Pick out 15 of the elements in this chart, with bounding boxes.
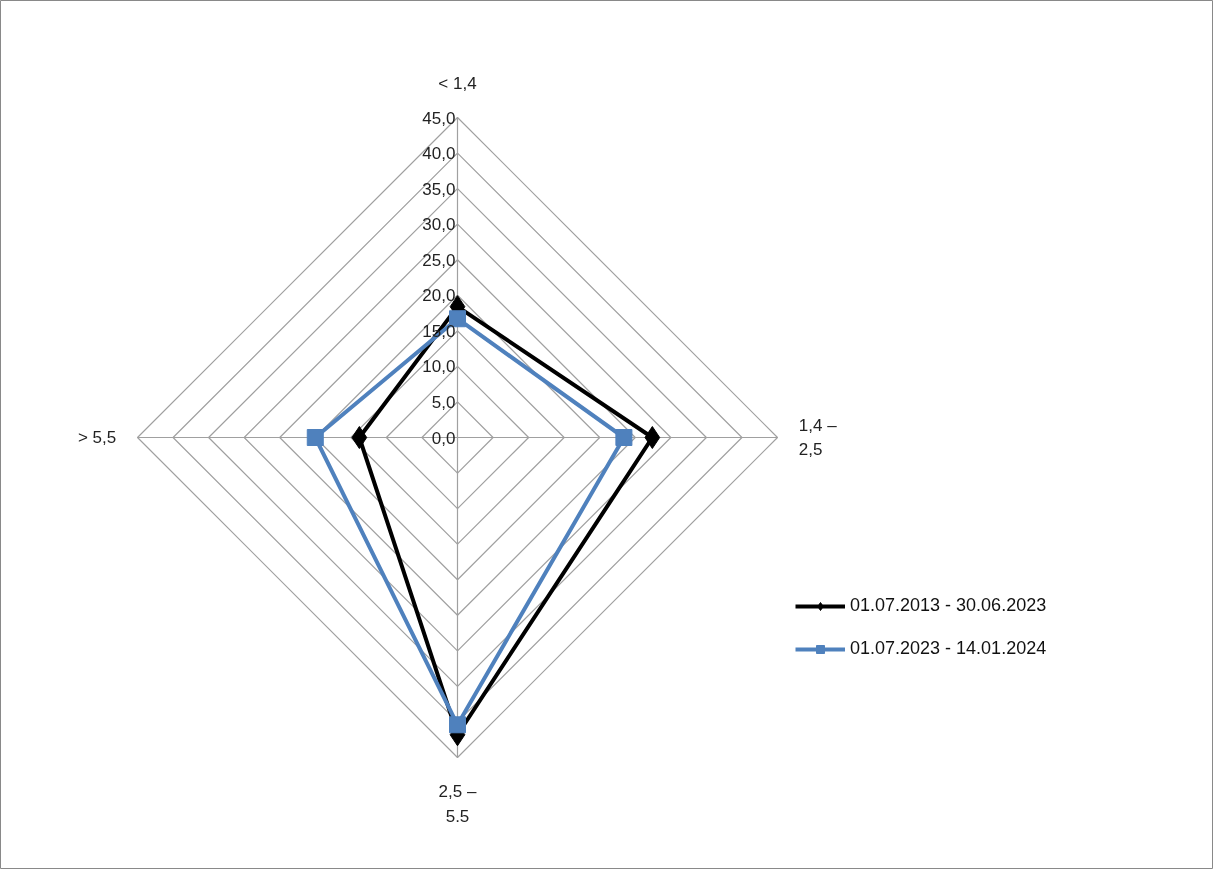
legend-label: 01.07.2013 - 30.06.2023 [850,595,1047,616]
y-tick-label: 30,0 [422,215,456,235]
y-tick-label: 25,0 [422,250,456,270]
y-tick-label: 10,0 [422,357,456,377]
spoke-label: < 1,4 [438,73,477,93]
legend-label: 01.07.2023 - 14.01.2024 [850,638,1047,659]
y-tick-label: 0,0 [431,428,456,448]
y-tick-label: 35,0 [422,179,456,199]
y-tick-label: 5,0 [431,392,456,412]
spoke-label: 1,4 – 2,5 [798,415,838,460]
spoke-label: > 5,5 [77,428,117,447]
y-tick-label: 45,0 [422,108,456,128]
spoke-label: 2,5 – 5.5 [438,782,477,827]
y-tick-label: 20,0 [422,286,456,306]
y-tick-label: 40,0 [422,144,456,164]
